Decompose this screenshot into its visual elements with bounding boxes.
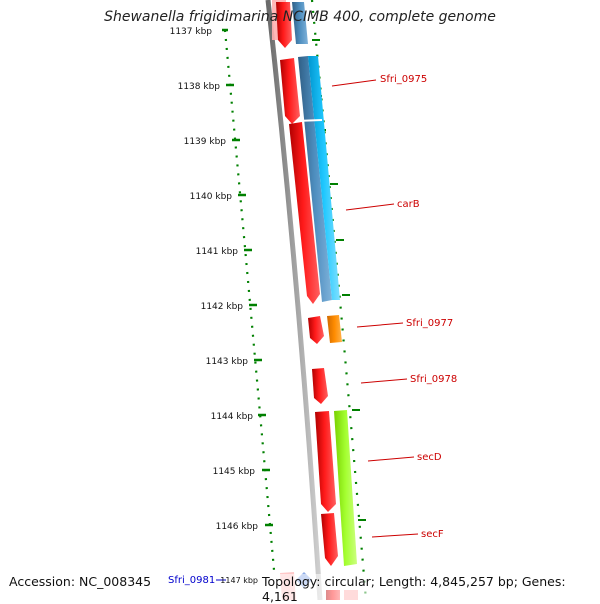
tick-label-1139: 1139 kbp: [184, 137, 227, 147]
gene-faded-steel-top: [292, 2, 308, 44]
tick-label-1140: 1140 kbp: [190, 192, 233, 202]
genome-backbone: [265, 0, 323, 600]
cds-features: [280, 56, 358, 600]
gene-label-carb: carB: [397, 199, 420, 210]
tick-label-1145: 1145 kbp: [213, 467, 256, 477]
gene-arrow-secdf-green: [334, 410, 357, 566]
gene-arrow-sfri-0977-red: [308, 316, 324, 344]
gene-arrow-secf-red: [321, 513, 338, 566]
tick-label-1146: 1146 kbp: [216, 522, 259, 532]
gene-label-sfri-0975: Sfri_0975: [380, 74, 427, 85]
gene-faded-red-top-arrow: [276, 2, 292, 48]
gene-label-secf: secF: [421, 529, 444, 540]
gene-callouts: [216, 79, 419, 581]
scale-ticks: [222, 28, 273, 527]
tick-label-1138: 1138 kbp: [178, 82, 221, 92]
tick-label-1142: 1142 kbp: [201, 302, 244, 312]
tick-label-1144: 1144 kbp: [211, 412, 254, 422]
gene-arrow-carb-red: [289, 122, 320, 304]
gene-label-sfri-0981: Sfri_0981: [168, 575, 215, 586]
genome-summary-text: Topology: circular; Length: 4,845,257 bp…: [262, 574, 600, 604]
labels: 1137 kbp 1138 kbp 1139 kbp 1140 kbp 1141…: [168, 27, 457, 586]
gc-content-ring-left: [223, 29, 276, 571]
gene-arrow-sfri-0978-red: [312, 368, 328, 404]
tick-label-1137: 1137 kbp: [170, 27, 213, 37]
gene-arrow-secd-red: [315, 411, 336, 512]
gene-arrow-sky-1: [308, 56, 340, 300]
tick-label-1141: 1141 kbp: [196, 247, 239, 257]
gene-separator: [295, 119, 323, 122]
accession-text: Accession: NC_008345: [9, 574, 152, 589]
tick-label-1143: 1143 kbp: [206, 357, 249, 367]
genome-title: Shewanella frigidimarina NCIMB 400, comp…: [104, 9, 496, 25]
faded-genes-top: [272, 0, 308, 48]
gene-arrow-steel-1: [298, 56, 332, 302]
gene-label-secd: secD: [417, 452, 442, 463]
tick-label-1147: 1147 kbp: [220, 576, 258, 585]
gene-arrow-sfri-0977-orange: [327, 315, 342, 343]
gene-arrow-sfri-0975-red: [280, 58, 300, 124]
gene-label-sfri-0977: Sfri_0977: [406, 318, 453, 329]
gene-label-sfri-0978: Sfri_0978: [410, 374, 457, 385]
